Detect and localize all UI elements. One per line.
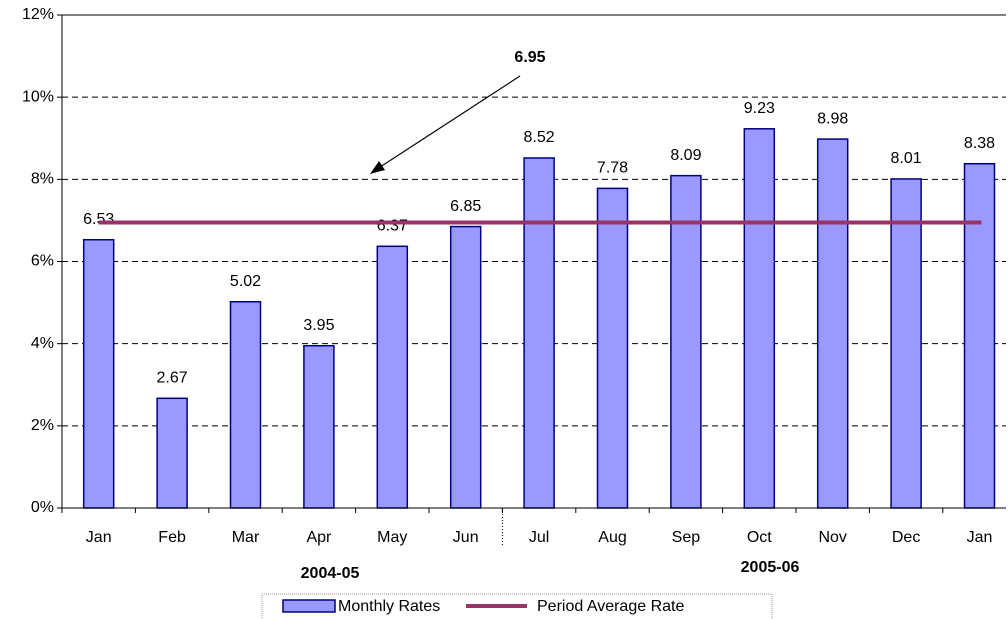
bar (596, 187, 629, 509)
x-tick-label: May (377, 529, 407, 546)
group-label: 2004-05 (301, 565, 360, 582)
legend-label: Monthly Rates (338, 598, 440, 615)
y-tick-label: 10% (22, 88, 54, 105)
data-label: 3.95 (303, 317, 334, 334)
data-label: 8.01 (891, 150, 922, 167)
x-tick-label: Aug (598, 529, 626, 546)
data-label: 6.85 (450, 198, 481, 215)
y-tick-label: 6% (31, 253, 54, 270)
bar (890, 178, 922, 509)
y-tick-label: 4% (31, 335, 54, 352)
x-tick-label: Jul (529, 529, 549, 546)
data-label: 2.67 (157, 370, 188, 387)
bar (743, 128, 776, 509)
x-tick-label: Jan (86, 529, 112, 546)
bar (156, 397, 188, 509)
data-label: 6.37 (377, 218, 408, 235)
data-label: 8.98 (817, 110, 848, 127)
bar (449, 225, 482, 509)
bar (816, 138, 849, 509)
data-label: 9.23 (744, 100, 775, 117)
y-tick-label: 12% (22, 6, 54, 23)
x-tick-label: Sep (672, 529, 701, 546)
bar (82, 238, 115, 509)
data-label: 5.02 (230, 273, 261, 290)
x-tick-label: Feb (158, 529, 186, 546)
x-tick-label: Jun (453, 529, 479, 546)
data-label: 6.53 (83, 211, 114, 228)
y-tick-label: 8% (31, 171, 54, 188)
bar (303, 344, 335, 509)
data-label: 8.52 (524, 129, 555, 146)
average-annotation: 6.95 (514, 49, 545, 66)
bar (229, 301, 262, 509)
data-label: 8.09 (670, 147, 701, 164)
x-tick-label: Mar (232, 529, 260, 546)
bar (376, 245, 409, 509)
x-tick-label: Nov (818, 529, 846, 546)
legend-swatch (282, 599, 336, 613)
x-tick-label: Apr (306, 529, 332, 546)
data-label: 8.38 (964, 135, 995, 152)
arrow-shaft (373, 75, 521, 172)
x-tick-label: Oct (747, 529, 772, 546)
bar (963, 162, 996, 509)
bar (523, 157, 555, 509)
bar (670, 174, 702, 509)
y-tick-label: 0% (31, 499, 54, 516)
legend-label: Period Average Rate (537, 598, 684, 615)
x-tick-label: Jan (967, 529, 993, 546)
group-label: 2005-06 (741, 559, 800, 576)
x-tick-label: Dec (892, 529, 920, 546)
arrow-head (370, 161, 385, 174)
y-tick-label: 2% (31, 417, 54, 434)
data-label: 7.78 (597, 160, 628, 177)
